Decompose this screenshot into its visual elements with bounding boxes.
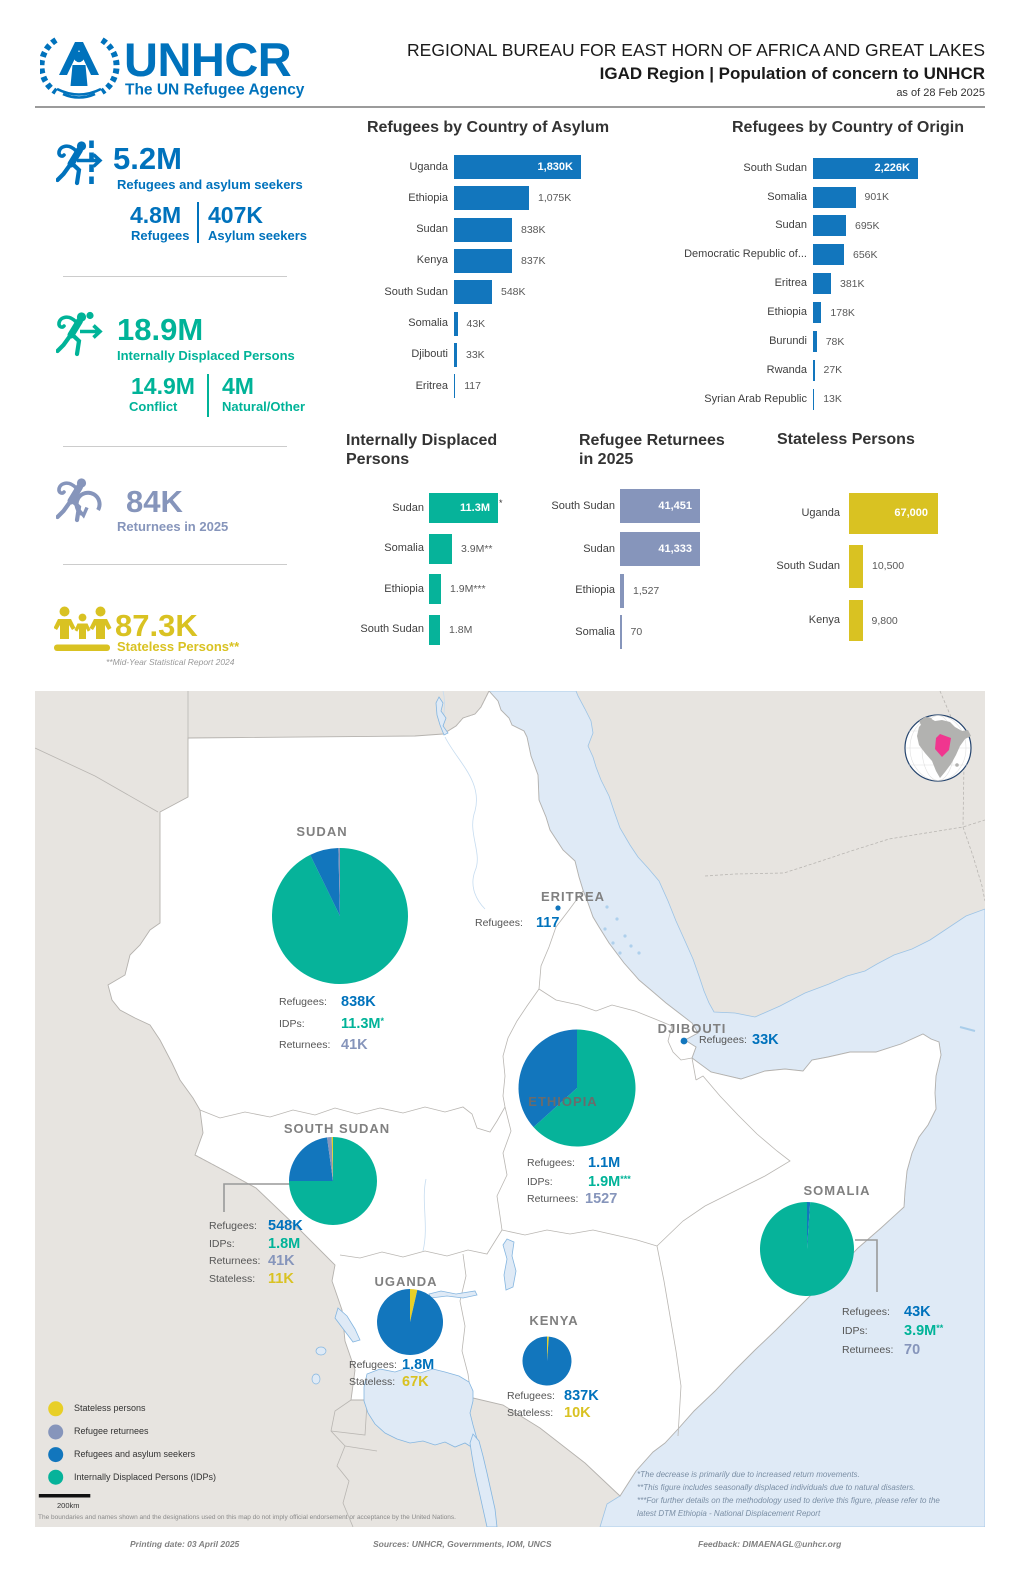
svg-text:The UN Refugee Agency: The UN Refugee Agency <box>125 82 305 99</box>
svg-text:UNHCR: UNHCR <box>124 33 291 86</box>
